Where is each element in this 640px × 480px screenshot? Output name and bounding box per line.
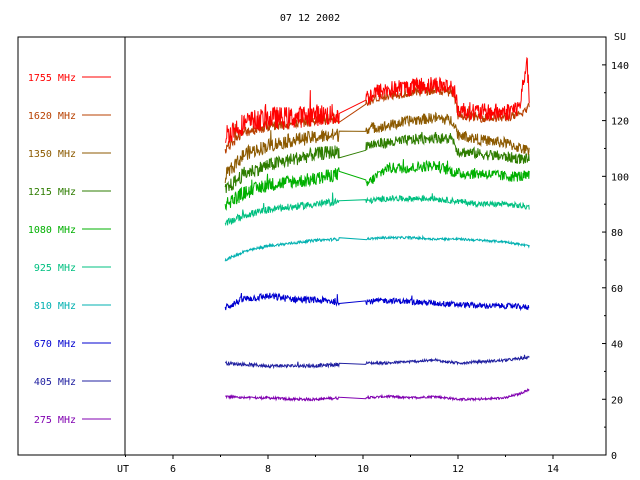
series-line <box>224 111 530 184</box>
x-tick-label: 6 <box>170 464 176 475</box>
chart-title: 07 12 2002 <box>280 13 340 24</box>
legend-label: 1755 MHz <box>28 73 76 84</box>
y-axis-ticks: 0 20 40 60 80 100 120 140 <box>602 61 629 462</box>
series-line <box>225 354 530 370</box>
series-line <box>224 56 530 145</box>
legend-label: 670 MHz <box>34 339 76 350</box>
series-line <box>224 292 530 312</box>
y-tick-label: 0 <box>611 451 617 462</box>
legend-label: 1215 MHz <box>28 187 76 198</box>
legend-label: 405 MHz <box>34 377 76 388</box>
x-tick-label: 14 <box>547 464 559 475</box>
y-tick-label: 60 <box>611 284 623 295</box>
x-tick-label: 10 <box>357 464 369 475</box>
y-axis-label: SU <box>614 32 626 43</box>
series-line <box>225 388 530 403</box>
legend: 1755 MHz 1620 MHz 1350 MHz 1215 MHz 1080 MHz… <box>28 73 111 426</box>
y-tick-label: 120 <box>611 117 629 128</box>
series-line <box>224 131 530 194</box>
plot-frame <box>17 36 607 456</box>
legend-label: 1080 MHz <box>28 225 76 236</box>
series-layer <box>224 56 530 403</box>
legend-label: 810 MHz <box>34 301 76 312</box>
series-line <box>224 234 530 262</box>
series-line <box>224 159 530 211</box>
x-tick-label: 8 <box>265 464 271 475</box>
x-axis-ticks: 6 8 10 12 14 <box>125 455 559 475</box>
legend-label: 1350 MHz <box>28 149 76 160</box>
y-tick-label: 40 <box>611 340 623 351</box>
y-tick-label: 20 <box>611 395 623 406</box>
y-tick-label: 100 <box>611 172 629 183</box>
x-axis-label: UT <box>117 464 129 475</box>
y-tick-label: 140 <box>611 61 629 72</box>
legend-label: 275 MHz <box>34 415 76 426</box>
x-tick-label: 12 <box>452 464 464 475</box>
legend-label: 1620 MHz <box>28 111 76 122</box>
y-tick-label: 80 <box>611 228 623 239</box>
series-line <box>224 192 530 227</box>
legend-label: 925 MHz <box>34 263 76 274</box>
